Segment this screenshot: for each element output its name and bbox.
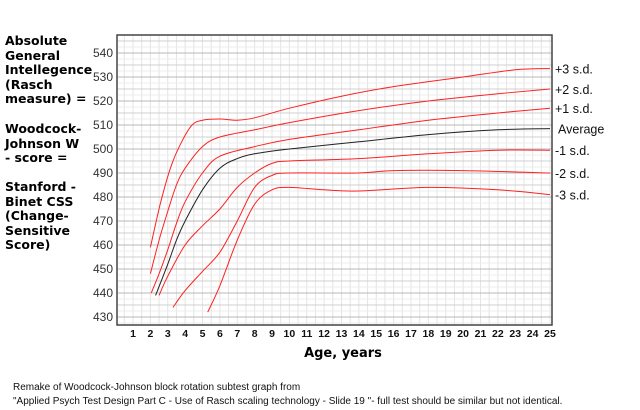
y-tick-label: 510 (93, 118, 113, 132)
x-tick-label: 20 (457, 328, 469, 340)
series-line--3-s-d- (149, 68, 551, 248)
series-line--3-s-d- (207, 186, 551, 313)
x-tick-label: 11 (301, 328, 312, 340)
x-tick-label: 24 (527, 328, 539, 340)
x-tick-label: 21 (475, 328, 487, 340)
x-tick-label: 10 (284, 328, 296, 340)
x-tick-label: 17 (405, 328, 417, 340)
series-label: -2 s.d. (555, 167, 590, 181)
x-tick-label: 18 (423, 328, 435, 340)
series-line--2-s-d- (172, 169, 551, 308)
caption-line-2: "Applied Psych Test Design Part C - Use … (13, 396, 563, 407)
series-line--2-s-d- (149, 88, 551, 274)
caption-line-1: Remake of Woodcock-Johnson block rotatio… (13, 382, 301, 393)
x-tick-label: 22 (492, 328, 504, 340)
y-tick-label: 540 (93, 46, 113, 60)
series-line--1-s-d- (150, 107, 551, 294)
series-label: -1 s.d. (555, 144, 590, 158)
x-tick-label: 6 (217, 328, 223, 340)
x-tick-label: 15 (370, 328, 382, 340)
x-tick-label: 12 (318, 328, 330, 340)
y-tick-label: 470 (93, 214, 113, 228)
y-tick-label: 440 (93, 286, 113, 300)
series-label: +1 s.d. (555, 102, 593, 116)
plot-frame (116, 34, 553, 326)
x-axis-label: Age, years (304, 346, 382, 361)
y-tick-label: 430 (93, 310, 113, 324)
y-tick-label: 530 (93, 70, 113, 84)
y-tick-label: 490 (93, 166, 113, 180)
x-tick-label: 7 (234, 328, 240, 340)
x-tick-label: 5 (200, 328, 206, 340)
series-line-average (155, 128, 551, 296)
series-line--1-s-d- (158, 149, 551, 296)
y-tick-label: 450 (93, 262, 113, 276)
label-stanford-binet: Stanford - Binet CSS (Change-Sensitive S… (5, 179, 76, 252)
x-tick-label: 25 (544, 328, 556, 340)
x-tick-label: 13 (336, 328, 348, 340)
x-tick-label: 3 (165, 328, 171, 340)
x-tick-label: 23 (509, 328, 521, 340)
series-label: +3 s.d. (555, 63, 593, 77)
y-tick-label: 460 (93, 238, 113, 252)
y-tick-label: 500 (93, 142, 113, 156)
label-rasch-measure: Absolute General Intellegence (Rasch mea… (5, 33, 93, 106)
y-tick-label: 480 (93, 190, 113, 204)
series-label: -3 s.d. (555, 189, 590, 203)
series-label: +2 s.d. (555, 83, 593, 97)
y-tick-label: 520 (93, 94, 113, 108)
x-tick-label: 16 (388, 328, 400, 340)
label-woodcock-johnson: Woodcock-Johnson W - score = (5, 121, 82, 165)
x-tick-label: 8 (252, 328, 258, 340)
x-tick-label: 14 (353, 328, 365, 340)
x-tick-label: 1 (130, 328, 136, 340)
x-tick-label: 19 (440, 328, 452, 340)
x-tick-label: 4 (182, 328, 188, 340)
x-tick-label: 9 (269, 328, 275, 340)
series-label: Average (558, 123, 604, 137)
x-tick-label: 2 (147, 328, 153, 340)
